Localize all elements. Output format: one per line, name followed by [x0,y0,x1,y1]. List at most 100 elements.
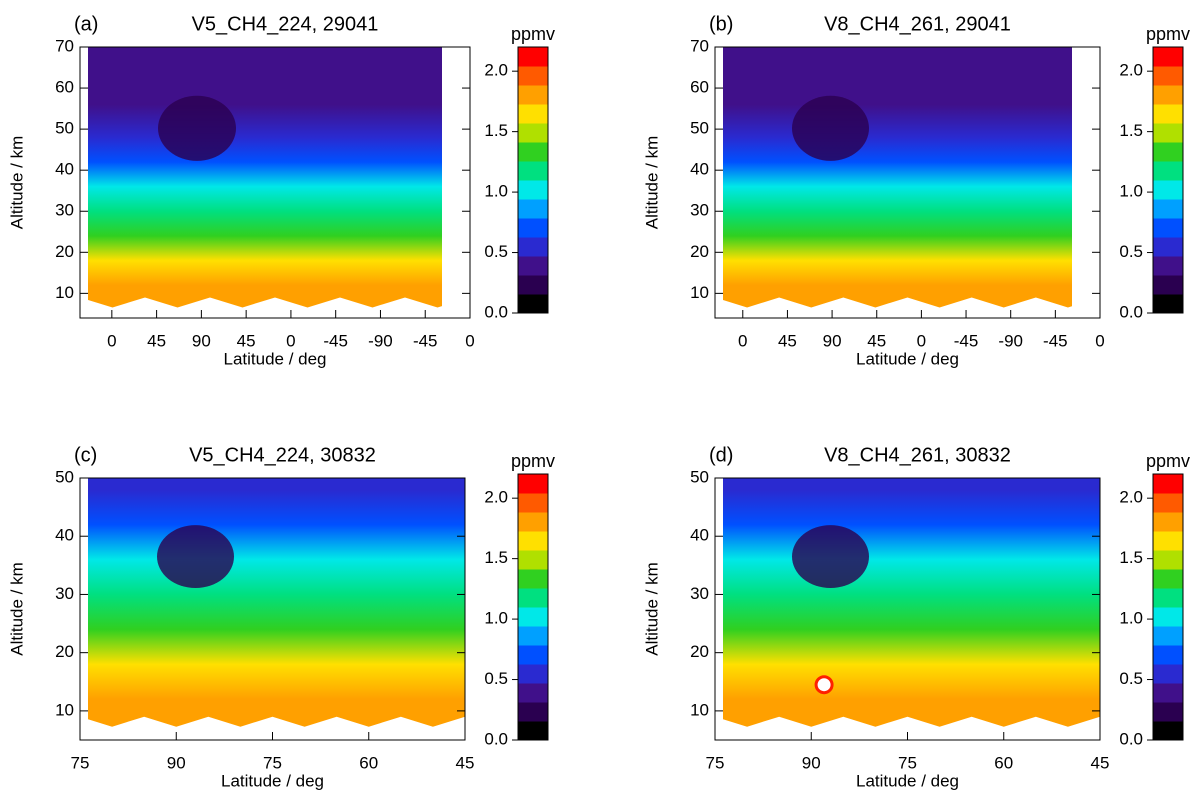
colorbar-swatch [1153,702,1183,722]
colorbar-swatch [518,683,548,703]
x-tick-label: -45 [1043,331,1068,350]
colorbar-swatch [1153,123,1183,143]
colorbar-swatch [1153,142,1183,162]
colorbar-tick-label: 1.0 [484,609,508,628]
colorbar-label: ppmv [1146,24,1190,44]
colorbar-swatch [518,474,548,494]
contour-field [80,47,470,318]
y-axis-label: Altitude / km [7,562,26,656]
contour-field [80,478,465,740]
y-tick-label: 60 [690,78,709,97]
x-tick-label: 90 [823,331,842,350]
colorbar-tick-label: 1.5 [1119,548,1143,567]
colorbar-swatch [1153,180,1183,200]
y-axis-label: Altitude / km [642,136,661,230]
colorbar-swatch [1153,607,1183,627]
colorbar-swatch [518,569,548,589]
y-tick-label: 70 [55,36,74,55]
colorbar-swatch [1153,161,1183,181]
colorbar-swatch [518,66,548,86]
colorbar-frame [517,473,549,741]
colorbar-swatch [1153,275,1183,295]
x-tick-label: 0 [917,331,926,350]
y-tick-label: 10 [55,700,74,719]
x-tick-label: 60 [359,753,378,772]
panel-label: (d) [709,444,733,466]
y-tick-label: 20 [55,242,74,261]
colorbar-swatch [518,294,548,314]
y-tick-label: 30 [690,584,709,603]
chart-title: V5_CH4_224, 29041 [192,13,379,35]
x-tick-label: 75 [898,753,917,772]
panel-label: (a) [74,13,98,35]
x-tick-label: 0 [465,331,474,350]
colorbar-tick-label: 1.5 [484,548,508,567]
x-tick-label: 90 [802,753,821,772]
colorbar-tick-label: 2.0 [1119,488,1143,507]
y-tick-label: 70 [690,36,709,55]
chart-title: V5_CH4_224, 30832 [189,444,376,466]
plot-frame [79,46,471,319]
colorbar-swatch [1153,47,1183,67]
y-tick-label: 20 [690,642,709,661]
colorbar-swatch [1153,256,1183,276]
x-tick-label: 0 [1095,331,1104,350]
colorbar-swatch [518,645,548,665]
no-data [814,675,834,695]
y-tick-label: 50 [690,119,709,138]
x-tick-label: -45 [413,331,438,350]
colorbar-swatch [1153,512,1183,532]
colorbar-swatch [1153,569,1183,589]
x-tick-label: 45 [237,331,256,350]
colorbar-swatch [518,104,548,124]
no-data [715,297,1100,318]
field-shading [158,95,236,161]
y-tick-label: 20 [55,642,74,661]
colorbar-swatch [518,702,548,722]
colorbar-tick-label: 0.0 [484,302,508,321]
colorbar-tick-label: 0.5 [1119,242,1143,261]
field-shading [792,95,869,161]
colorbar-swatch [1153,664,1183,684]
colorbar-swatch [1153,199,1183,219]
x-axis-label: Latitude / deg [223,349,326,368]
colorbar-tick-label: 1.5 [1119,121,1143,140]
panel-label: (c) [74,444,97,466]
field-shading [792,525,869,589]
colorbar-swatch [518,588,548,608]
x-tick-label: 75 [706,753,725,772]
colorbar-swatch [1153,66,1183,86]
colorbar-swatch [518,721,548,741]
colorbar-swatch [518,493,548,513]
colorbar-swatch [1153,85,1183,105]
colorbar-frame [1152,473,1184,741]
colorbar-swatch [1153,493,1183,513]
field-shading [88,478,465,740]
x-tick-label: -90 [998,331,1023,350]
x-tick-label: 45 [456,753,475,772]
colorbar-swatch [1153,237,1183,257]
panel-label: (b) [709,13,733,35]
x-tick-label: 75 [263,753,282,772]
colorbar-swatch [518,512,548,532]
colorbar-label: ppmv [1146,451,1190,471]
chart-title: V8_CH4_261, 30832 [824,444,1011,466]
colorbar-tick-label: 1.0 [1119,182,1143,201]
colorbar-swatch [1153,550,1183,570]
y-tick-label: 50 [55,119,74,138]
x-tick-label: 75 [71,753,90,772]
x-axis-label: Latitude / deg [856,771,959,790]
colorbar-frame [1152,46,1184,314]
y-tick-label: 30 [690,201,709,220]
field-shading [723,478,1100,740]
colorbar-swatch [518,85,548,105]
colorbar-swatch [518,256,548,276]
colorbar-swatch [518,275,548,295]
colorbar-swatch [1153,531,1183,551]
y-tick-label: 50 [55,467,74,486]
x-tick-label: 45 [778,331,797,350]
no-data [80,297,470,318]
colorbar-swatch [1153,721,1183,741]
colorbar-label: ppmv [511,24,555,44]
